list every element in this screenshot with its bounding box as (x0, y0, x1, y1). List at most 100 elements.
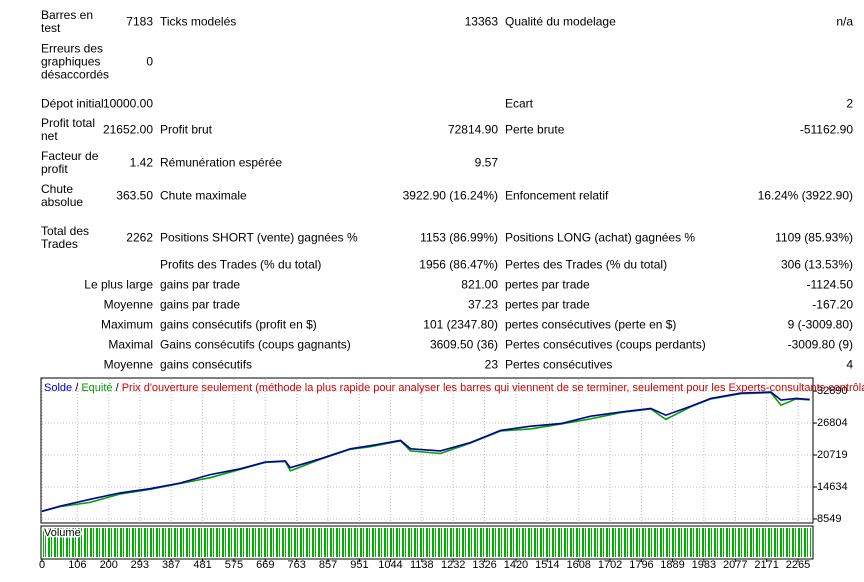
report-cell: Facteur de profit (41, 149, 99, 176)
report-cell: 2 (846, 96, 853, 111)
report-cell: Perte brute (505, 122, 565, 137)
report-cell: Barres en test (41, 8, 94, 35)
x-tick-label: 575 (225, 559, 243, 571)
report-cell: 1.42 (129, 155, 153, 170)
report-cell: Maximal (108, 337, 153, 352)
report-cell: Ecart (505, 96, 534, 111)
legend-solde: Solde (44, 382, 72, 394)
report-cell: 1153 (86.99%) (420, 230, 498, 245)
x-tick-label: 387 (162, 559, 180, 571)
report-cell: Moyenne (103, 297, 153, 312)
report-cell: -51162.90 (799, 122, 853, 137)
report-cell: Pertes consécutives (505, 357, 613, 372)
x-tick-label: 857 (319, 559, 337, 571)
x-tick-label: 481 (193, 559, 211, 571)
chart-title: Prix d'ouverture seulement (méthode la p… (122, 382, 864, 394)
report-cell: 3922.90 (16.24%) (402, 188, 498, 203)
report-cell: 10000.00 (102, 96, 153, 111)
report-cell: Profits des Trades (% du total) (160, 257, 322, 272)
report-cell: 821.00 (461, 277, 498, 292)
report-cell: 2262 (126, 230, 153, 245)
report-cell: 1109 (85.93%) (775, 230, 853, 245)
x-tick-label: 2265 (786, 559, 810, 571)
y-tick-label: 14634 (817, 481, 848, 493)
report-cell: Erreurs des graphiques désaccordés (41, 41, 110, 82)
legend-sep: / (116, 382, 120, 394)
report-cell: gains par trade (160, 297, 241, 312)
report-cell: 4 (846, 357, 853, 372)
report-cell: 7183 (126, 14, 153, 29)
volume-bars (43, 528, 811, 557)
y-tick-label: 32890 (817, 385, 848, 397)
report-cell: 9.57 (474, 155, 498, 170)
report-cell: n/a (836, 14, 853, 29)
chart: Solde / Equité / Prix d'ouverture seulem… (39, 377, 864, 571)
report-cell: gains consécutifs (profit en $) (160, 317, 317, 332)
x-tick-label: 2077 (723, 559, 747, 571)
report-cell: 363.50 (116, 188, 153, 203)
x-tick-label: 763 (287, 559, 305, 571)
y-tick-label: 8549 (817, 513, 841, 525)
report-cell: 3609.50 (36) (429, 337, 498, 352)
report-cell: -167.20 (812, 297, 853, 312)
x-tick-label: 951 (350, 559, 368, 571)
report-cell: Le plus large (84, 277, 153, 292)
x-tick-label: 200 (100, 559, 118, 571)
report-cell: Chute maximale (160, 188, 247, 203)
y-tick-label: 20719 (817, 449, 848, 461)
report-cell: 0 (146, 54, 153, 69)
y-tick-label: 26804 (817, 417, 848, 429)
report-cell: 23 (484, 357, 498, 372)
report-cell: 16.24% (3922.90) (757, 188, 853, 203)
report-cell: Pertes des Trades (% du total) (505, 257, 668, 272)
report-cell: pertes par trade (505, 277, 590, 292)
report-cell: Profit brut (160, 122, 213, 137)
x-tick-label: 1420 (504, 559, 528, 571)
x-tick-label: 1232 (441, 559, 465, 571)
x-tick-label: 1796 (629, 559, 653, 571)
report-cell: 37.23 (467, 297, 498, 312)
report-cell: Positions SHORT (vente) gagnées % (160, 230, 358, 245)
report-cell: Gains consécutifs (coups gagnants) (160, 337, 351, 352)
report-cell: Moyenne (103, 357, 153, 372)
legend: Solde / Equité / Prix d'ouverture seulem… (44, 382, 864, 394)
legend-sep: / (75, 382, 79, 394)
x-tick-label: 106 (68, 559, 86, 571)
report-cell: pertes consécutives (perte en $) (505, 317, 677, 332)
report-cell: 101 (2347.80) (423, 317, 498, 332)
report-cell: Enfoncement relatif (505, 188, 609, 203)
report-cell: -1124.50 (806, 277, 853, 292)
x-tick-label: 1514 (535, 559, 559, 571)
x-tick-label: 2171 (754, 559, 778, 571)
report-cell: 21652.00 (102, 122, 153, 137)
report-cell: 13363 (464, 14, 498, 29)
report-cell: Qualité du modelage (505, 14, 616, 29)
report-cell: 306 (13.53%) (780, 257, 853, 272)
report-cell: -3009.80 (9) (787, 337, 853, 352)
report-cell: Maximum (100, 317, 153, 332)
volume-label: Volume (44, 527, 81, 539)
report-cell: Pertes consécutives (coups perdants) (505, 337, 706, 352)
report-cell: Positions LONG (achat) gagnées % (505, 230, 696, 245)
x-tick-label: 293 (131, 559, 149, 571)
report-cell: Total des Trades (41, 224, 90, 251)
legend-equite: Equité (81, 382, 112, 394)
x-tick-label: 669 (256, 559, 274, 571)
x-tick-label: 0 (39, 559, 45, 571)
report-cell: Chute absolue (41, 182, 84, 209)
x-tick-label: 1983 (692, 559, 716, 571)
report-cell: pertes par trade (505, 297, 590, 312)
report-cell: 1956 (86.47%) (419, 257, 498, 272)
series-line (41, 391, 810, 513)
report-cell: Profit total net (41, 116, 96, 143)
x-tick-label: 1326 (472, 559, 496, 571)
x-tick-label: 1138 (410, 559, 434, 571)
report-cell: Rémunération espérée (160, 155, 283, 170)
report-cell: gains par trade (160, 277, 241, 292)
x-tick-label: 1608 (566, 559, 590, 571)
x-tick-label: 1044 (378, 559, 402, 571)
report-cell: 9 (-3009.80) (787, 317, 853, 332)
x-tick-label: 1702 (598, 559, 622, 571)
report-cell: Ticks modelés (160, 14, 237, 29)
